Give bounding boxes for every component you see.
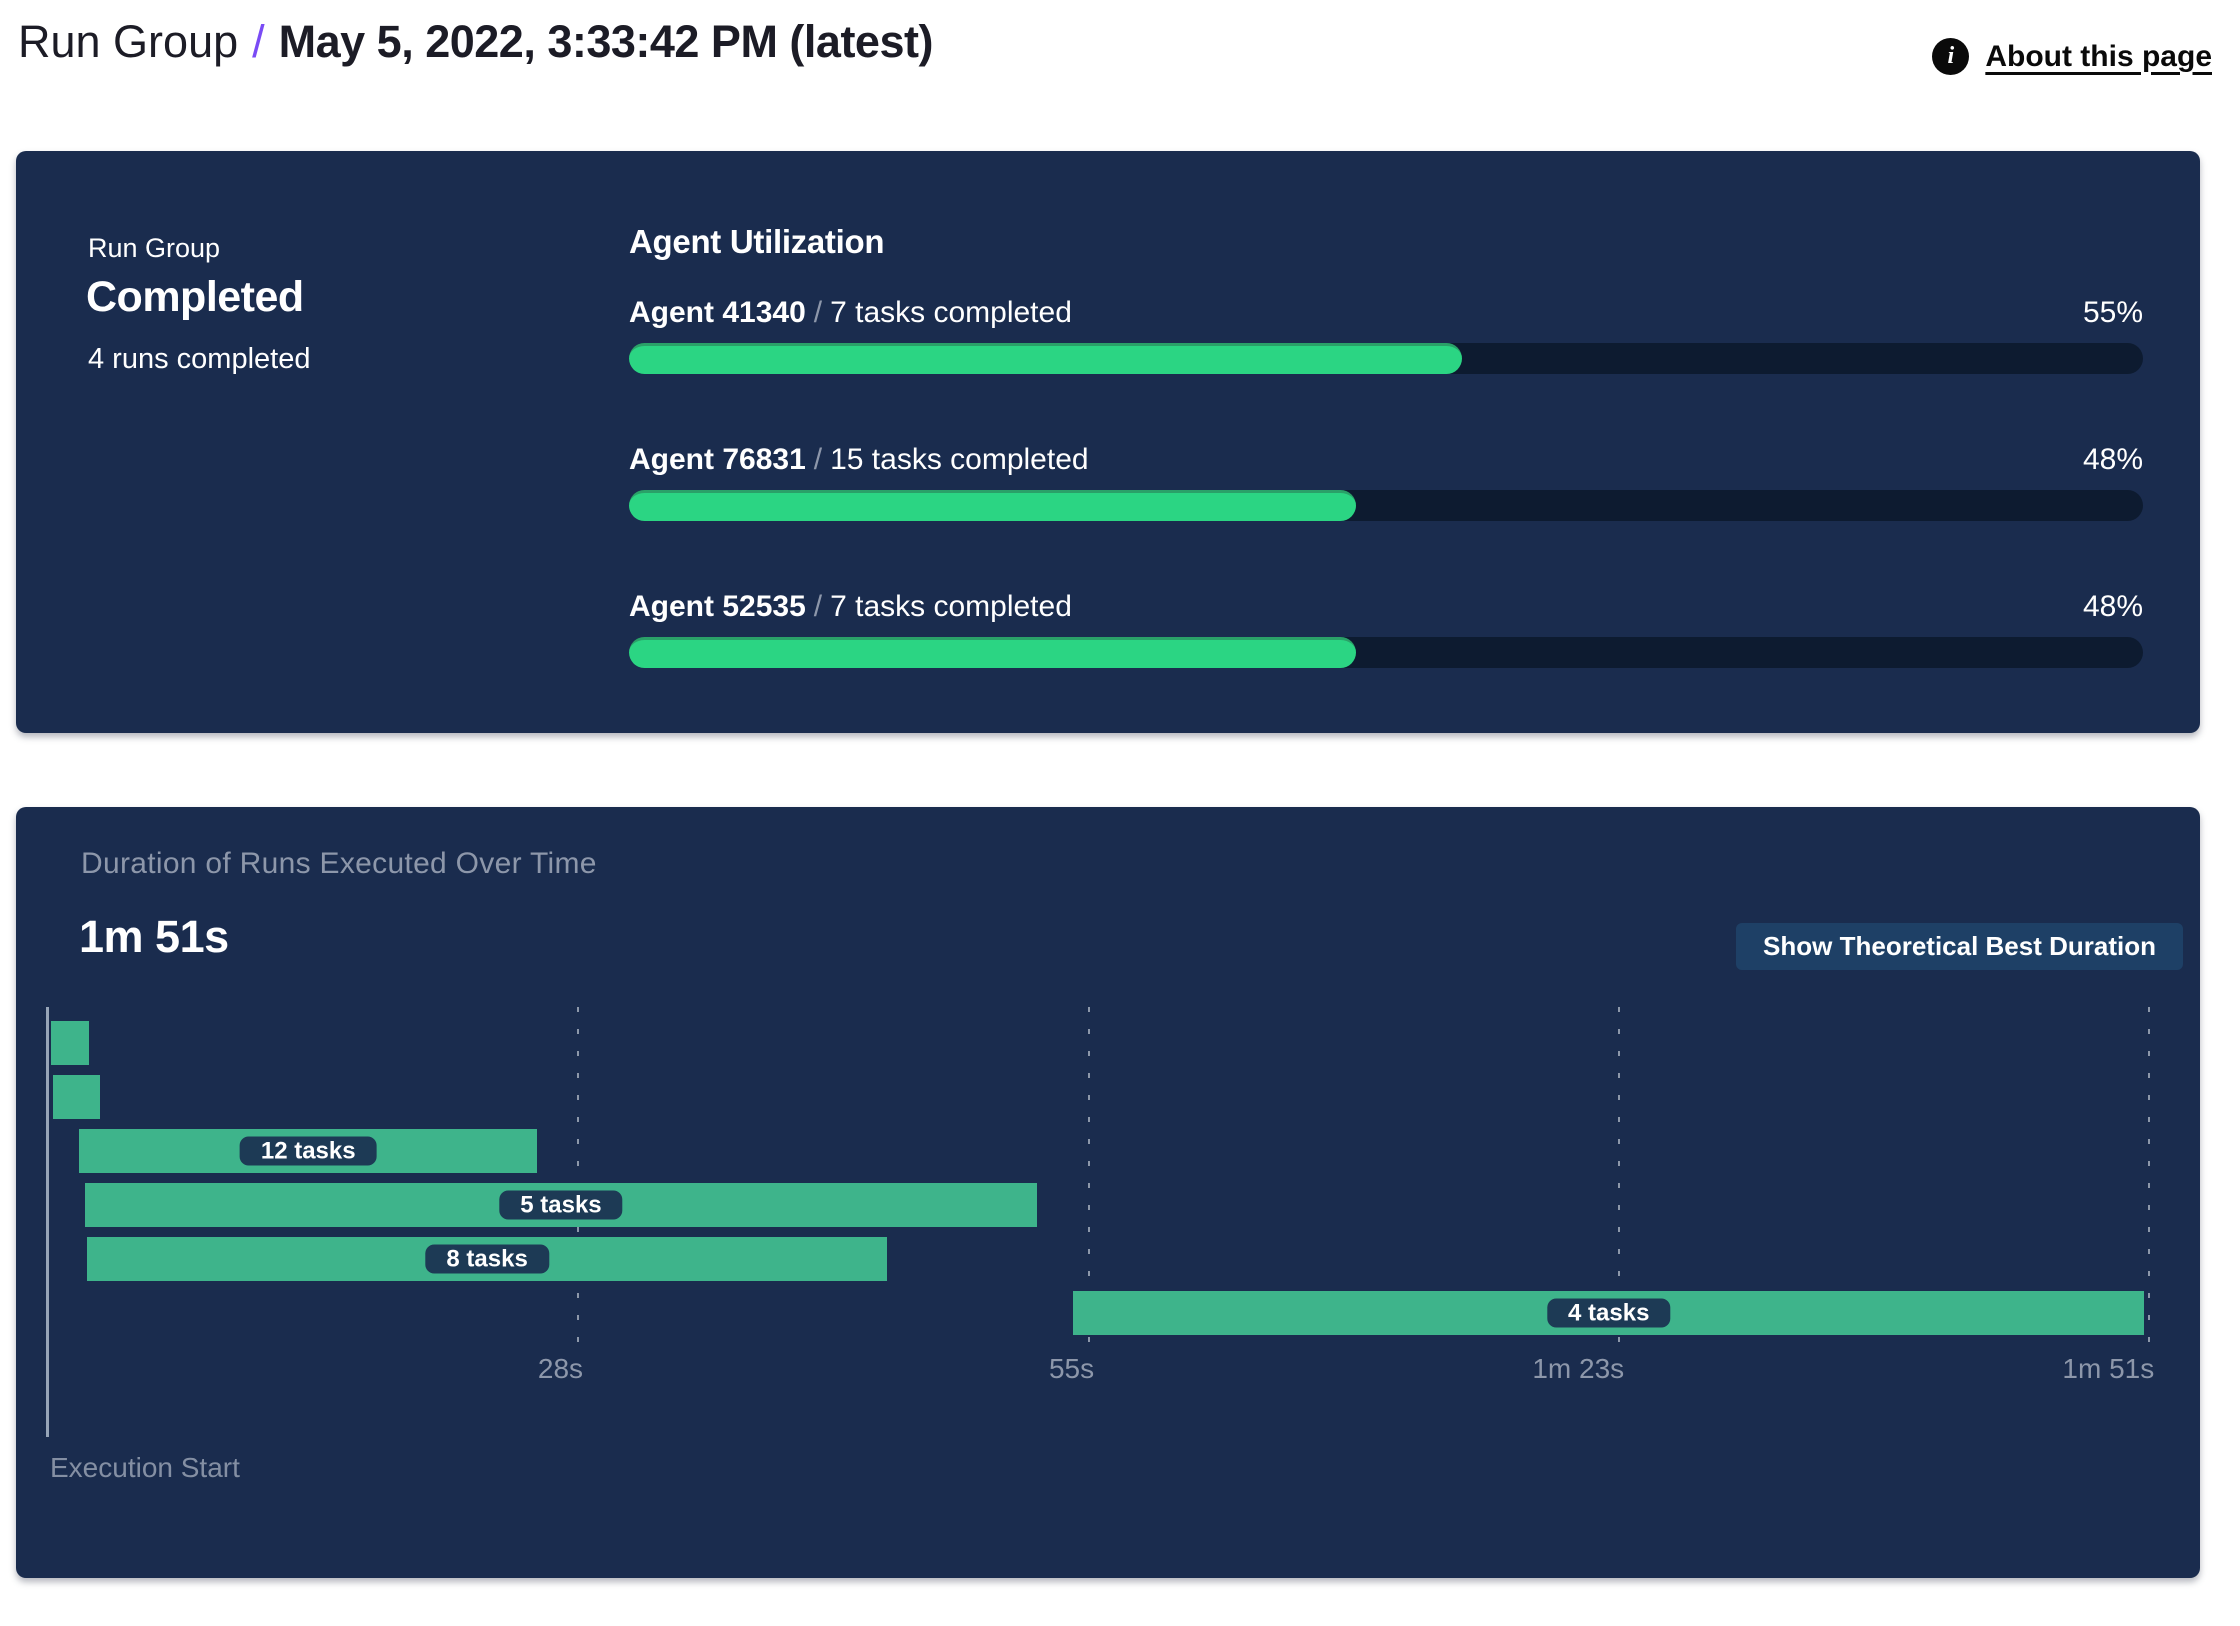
duration-chart-title: Duration of Runs Executed Over Time	[81, 847, 597, 880]
agent-utilization-track	[629, 637, 2143, 668]
gantt-bar-task-count-label: 12 tasks	[239, 1136, 377, 1166]
execution-start-axis-line	[46, 1007, 49, 1437]
agent-utilization-track	[629, 490, 2143, 521]
gantt-bar[interactable]: 4 tasks	[1073, 1291, 2145, 1335]
summary-label: Run Group	[88, 233, 221, 263]
time-gridline	[1618, 1007, 1621, 1359]
agent-utilization-percent: 55%	[2082, 296, 2143, 329]
axis-tick-label: 1m 51s	[2062, 1353, 2155, 1384]
time-gridline	[1088, 1007, 1091, 1359]
gantt-bar[interactable]: 12 tasks	[79, 1129, 538, 1173]
label-separator: /	[813, 443, 823, 476]
agent-utilization-fill	[629, 490, 1356, 521]
duration-gantt-chart: Execution Start 28s 55s 1m 23s 1m 51s 12 tas…	[16, 807, 2200, 1578]
run-group-summary-panel: Run Group Completed 4 runs completed Age…	[16, 151, 2200, 733]
about-link-label: About this page	[1985, 39, 2212, 73]
agent-name: Agent 76831	[629, 443, 806, 476]
agent-tasks-text: 15 tasks completed	[830, 443, 1089, 476]
breadcrumb: Run Group / May 5, 2022, 3:33:42 PM (lates…	[18, 12, 933, 72]
time-gridline	[2148, 1007, 2151, 1359]
agent-utilization-percent: 48%	[2082, 590, 2143, 623]
label-separator: /	[813, 590, 823, 623]
gantt-bar-task-count-label: 8 tasks	[425, 1244, 549, 1274]
agent-utilization-title: Agent Utilization	[629, 223, 885, 260]
agent-utilization-fill	[629, 637, 1356, 668]
gantt-bar-task-count-label: 4 tasks	[1547, 1298, 1671, 1328]
agent-utilization-percent: 48%	[2082, 443, 2143, 476]
total-duration-value: 1m 51s	[79, 911, 229, 962]
breadcrumb-separator: /	[252, 16, 265, 67]
about-this-page-link[interactable]: i About this page	[1932, 38, 2212, 75]
gantt-bar-task-count-label: 5 tasks	[499, 1190, 623, 1220]
agent-name: Agent 52535	[629, 590, 806, 623]
agent-row-label: Agent 41340/7 tasks completed	[629, 296, 1072, 330]
axis-tick-label: 1m 23s	[1532, 1353, 1625, 1384]
show-theoretical-best-duration-button[interactable]: Show Theoretical Best Duration	[1736, 923, 2183, 970]
axis-tick-label: 55s	[1048, 1353, 1095, 1384]
gantt-bar[interactable]: 5 tasks	[84, 1183, 1038, 1227]
agent-name: Agent 41340	[629, 296, 806, 329]
breadcrumb-run-group-link[interactable]: Run Group	[18, 16, 239, 67]
gantt-bar[interactable]	[52, 1075, 100, 1119]
page-title: May 5, 2022, 3:33:42 PM (latest)	[278, 16, 934, 67]
agent-utilization-fill	[629, 343, 1462, 374]
page-header: Run Group / May 5, 2022, 3:33:42 PM (lates…	[18, 8, 2212, 88]
runs-completed-count: 4 runs completed	[88, 343, 311, 375]
label-separator: /	[813, 296, 823, 329]
duration-panel: Duration of Runs Executed Over Time 1m 5…	[16, 807, 2200, 1578]
agent-utilization-track	[629, 343, 2143, 374]
agent-tasks-text: 7 tasks completed	[830, 296, 1072, 329]
axis-tick-label: 28s	[537, 1353, 584, 1384]
gantt-bar[interactable]: 8 tasks	[86, 1237, 888, 1281]
run-group-status: Completed	[86, 273, 304, 321]
agent-row-label: Agent 76831/15 tasks completed	[629, 443, 1089, 477]
gantt-bar[interactable]	[50, 1021, 89, 1065]
info-icon: i	[1932, 38, 1970, 75]
agent-tasks-text: 7 tasks completed	[830, 590, 1072, 623]
agent-row-label: Agent 52535/7 tasks completed	[629, 590, 1072, 624]
execution-start-label: Execution Start	[50, 1452, 240, 1483]
